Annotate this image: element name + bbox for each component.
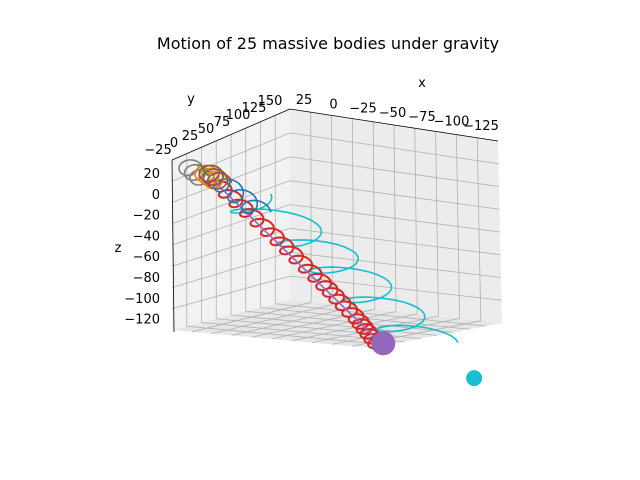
z-tick-label: 20 (143, 167, 160, 182)
z-tick-label: −20 (133, 209, 160, 224)
x-tick-label: −50 (379, 106, 406, 121)
trajectory-line (211, 178, 380, 343)
grid-line (476, 137, 482, 321)
x-tick-label: −25 (349, 102, 376, 117)
grid-line (191, 301, 312, 333)
y-tick-label: −25 (144, 143, 171, 158)
y-tick-label: 125 (242, 101, 267, 116)
body-marker (371, 331, 396, 356)
grid-line (171, 227, 501, 267)
trajectory-line (178, 159, 216, 186)
trajectory-line (198, 164, 233, 190)
x-tick-label: −100 (434, 115, 470, 130)
trajectory-line (207, 179, 389, 350)
grid-line (393, 124, 397, 312)
y-tick-label: 100 (226, 108, 251, 123)
grid-line (372, 121, 376, 310)
grid-line (171, 204, 501, 246)
body-markers (371, 331, 483, 387)
x-tick-label: −125 (463, 119, 499, 134)
z-tick-label: −60 (133, 250, 160, 265)
grid-line (171, 180, 500, 225)
y-axis-line (171, 108, 291, 161)
axes-edges (171, 108, 499, 333)
x-axis-line (289, 108, 499, 142)
y-tick-label: 25 (182, 129, 199, 144)
x-tick-labels: 25 0 −25 −50 −75−100−125 (296, 93, 499, 134)
trajectory-line (199, 163, 209, 177)
trajectories (178, 159, 459, 350)
z-tick-label: −100 (124, 292, 160, 307)
grid-line (211, 304, 333, 334)
z-tick-label: −80 (133, 271, 160, 286)
grid-line (231, 306, 354, 336)
z-axis-label: z (115, 241, 122, 256)
y-tick-label: 150 (258, 94, 283, 109)
x-tick-label: 0 (329, 97, 337, 112)
y-tick-label: 0 (170, 136, 178, 151)
z-tick-label: 0 (152, 188, 160, 203)
z-axis-line (171, 159, 175, 333)
x-tick-label: −75 (408, 110, 435, 125)
axes-panes (172, 109, 502, 348)
chart-title: Motion of 25 massive bodies under gravit… (157, 34, 499, 53)
grid-line (414, 128, 418, 314)
grid-line (456, 134, 460, 319)
x-axis-label: x (418, 76, 426, 91)
y-tick-label: 50 (198, 122, 215, 137)
grid-line (271, 311, 397, 340)
y-axis-label: y (187, 92, 195, 107)
z-tick-label: −40 (133, 229, 160, 244)
grid-line (171, 275, 502, 310)
z-tick-labels: 20 0 −20 −40 −60 −80 −100 −120 (124, 167, 160, 328)
y-tick-label: 75 (214, 115, 231, 130)
grid-line (352, 118, 354, 307)
body-marker (466, 370, 483, 387)
z-tick-label: −120 (124, 313, 160, 328)
x-tick-label: 25 (296, 93, 313, 108)
grid-line (435, 131, 439, 317)
